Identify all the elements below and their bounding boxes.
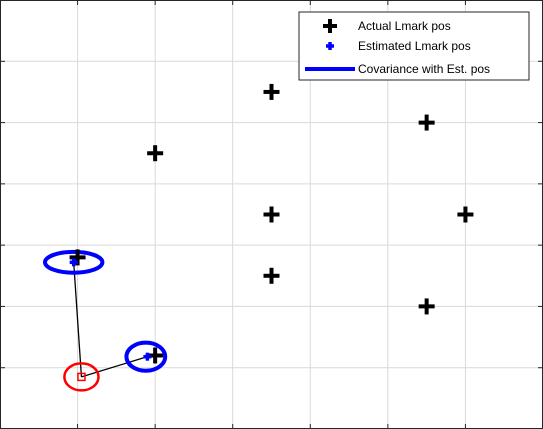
legend-plus-actual [323, 19, 337, 33]
actual-landmark-marker [147, 145, 164, 162]
observation-line [81, 356, 148, 378]
observation-lines [73, 262, 148, 378]
actual-landmark-marker [457, 206, 474, 223]
observation-line [73, 262, 83, 377]
estimated-landmark-marker [143, 352, 152, 361]
robot-uncertainty-circle [63, 362, 100, 392]
legend-plus-estimated [326, 42, 334, 50]
estimated-landmark-marker [69, 258, 78, 267]
actual-landmark-marker [418, 298, 435, 315]
covariance-ellipse [124, 340, 168, 373]
legend-marker-actual [323, 19, 337, 33]
robot-marker [77, 372, 86, 382]
legend-marker-estimated [326, 42, 334, 50]
chart-legend: Actual Lmark pos Estimated Lmark pos Cov… [298, 11, 530, 81]
robot-pose [63, 362, 100, 392]
actual-landmark-marker [418, 114, 435, 131]
actual-landmark-marker [263, 83, 280, 100]
covariance-ellipses [42, 249, 168, 373]
legend-label-covariance: Covariance with Est. pos [358, 62, 490, 76]
legend-entry-estimated: Estimated Lmark pos [326, 39, 471, 53]
legend-entry-actual: Actual Lmark pos [323, 19, 451, 33]
actual-landmark-marker [263, 206, 280, 223]
legend-label-estimated: Estimated Lmark pos [358, 39, 471, 53]
legend-entry-covariance: Covariance with Est. pos [305, 62, 490, 76]
legend-label-actual: Actual Lmark pos [358, 19, 451, 33]
landmark-markers [69, 83, 474, 364]
covariance-ellipse [42, 249, 105, 275]
actual-landmark-marker [263, 267, 280, 284]
